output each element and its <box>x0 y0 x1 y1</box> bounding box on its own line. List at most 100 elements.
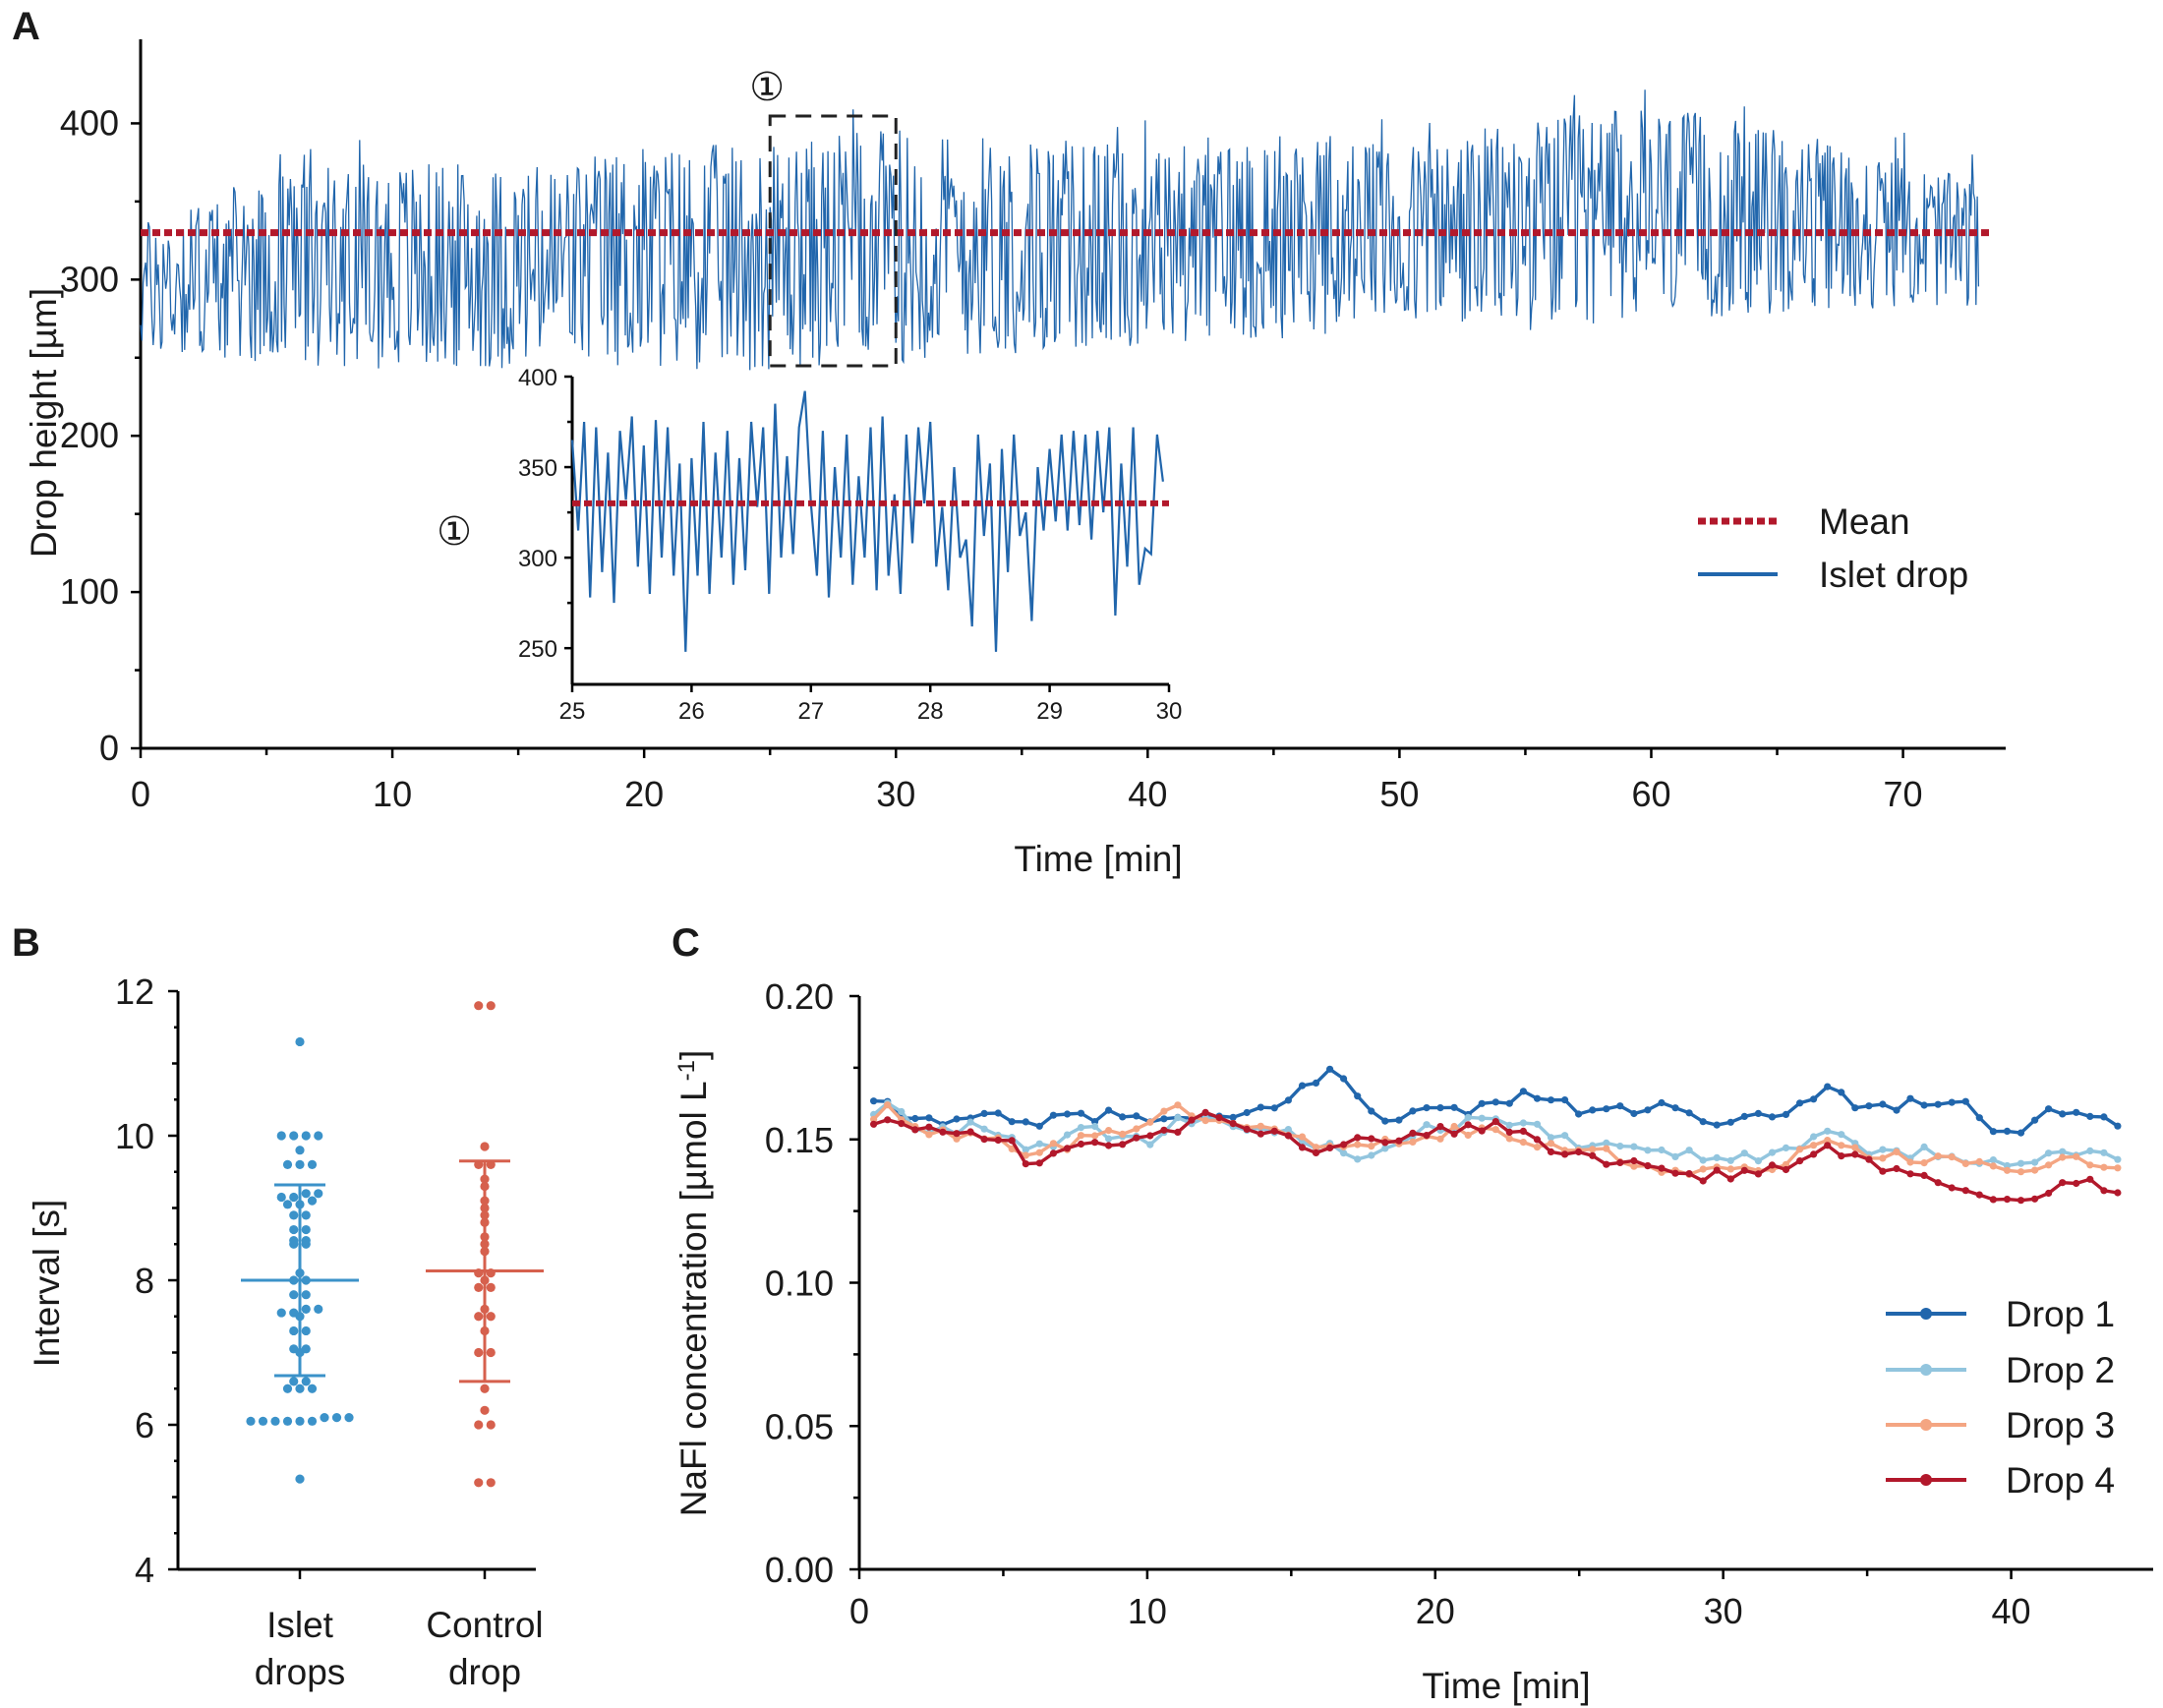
drop-1-point <box>1547 1096 1555 1104</box>
drop-1-point <box>1257 1103 1264 1111</box>
panel-a-legend: Mean Islet drop <box>1698 501 1968 595</box>
drop-2-point <box>1685 1147 1693 1154</box>
legend-drop-4-label: Drop 4 <box>2006 1460 2115 1501</box>
drop-4-point <box>1961 1187 1969 1195</box>
drop-3-point <box>1961 1159 1969 1167</box>
islet-interval-point <box>295 1416 305 1426</box>
panel-label-c: C <box>672 921 700 965</box>
drop-1-point <box>1603 1105 1610 1113</box>
drop-4-point <box>2017 1197 2025 1205</box>
drop-4-point <box>911 1126 919 1134</box>
drop-4-point <box>1340 1141 1348 1148</box>
drop-2-point <box>1035 1140 1043 1148</box>
drop-1-point <box>1035 1122 1043 1130</box>
drop-1-point <box>1906 1094 1914 1102</box>
drop-4-point <box>1035 1159 1043 1167</box>
drop-4-point <box>1450 1130 1458 1138</box>
drop-2-point <box>1022 1146 1029 1153</box>
islet-interval-point <box>246 1416 256 1426</box>
panel-a-x-tick-label: 60 <box>1631 774 1670 814</box>
drop-4-point <box>1312 1148 1320 1156</box>
islet-interval-point <box>307 1159 318 1169</box>
drop-4-point <box>1354 1134 1362 1142</box>
inset-x-tick-label: 25 <box>559 698 586 725</box>
panel-a-x-tick-label: 10 <box>373 774 412 814</box>
drop-3-point <box>1035 1148 1043 1156</box>
inset-y-tick-label: 300 <box>518 546 557 572</box>
drop-1-point <box>2086 1112 2094 1120</box>
panel-a-series <box>140 89 1992 371</box>
zoom-box <box>768 114 898 368</box>
drop-4-point <box>1381 1139 1389 1147</box>
drop-1-point <box>994 1109 1002 1117</box>
drop-3-point <box>1146 1118 1154 1126</box>
drop-4-point <box>2059 1179 2067 1187</box>
drop-2-point <box>2100 1148 2108 1156</box>
drop-4-point <box>1838 1152 1845 1160</box>
islet-interval-point <box>282 1200 293 1209</box>
drop-3-point <box>1879 1154 1887 1162</box>
drop-4-point <box>1920 1171 1928 1179</box>
drop-3-point <box>1105 1127 1113 1135</box>
drop-2-point <box>1519 1119 1527 1127</box>
drop-4-point <box>1851 1150 1859 1158</box>
drop-2-point <box>1754 1157 1762 1165</box>
drop-3-point <box>2073 1152 2080 1160</box>
drop-4-point <box>898 1120 906 1128</box>
drop-3-point <box>1782 1160 1790 1168</box>
drop-4-point <box>1326 1144 1334 1151</box>
drop-1-point <box>1934 1100 1942 1108</box>
drop-3-point <box>1893 1148 1900 1155</box>
drop-4-point <box>1368 1135 1375 1143</box>
drop-2-point <box>1726 1156 1734 1164</box>
drop-1-point <box>1685 1109 1693 1117</box>
drop-3-point <box>884 1101 892 1109</box>
drop-1-point <box>1063 1110 1072 1118</box>
panel-c-axes: 0.00 0.05 0.10 0.15 0.20 0 10 20 30 40 <box>765 976 2153 1631</box>
drop-1-point <box>980 1109 988 1117</box>
inset-x-tick-label: 29 <box>1036 698 1063 725</box>
drop-1-point <box>911 1114 919 1123</box>
drop-4-point <box>1436 1123 1444 1131</box>
drop-4-point <box>1409 1129 1417 1137</box>
drop-4-point <box>870 1120 878 1128</box>
drop-4-point <box>1478 1127 1486 1135</box>
drop-1-point <box>1658 1098 1666 1107</box>
drop-4-point <box>1754 1170 1762 1178</box>
drop-3-point <box>925 1131 933 1139</box>
panel-b-axes: 4 6 8 10 12 <box>115 972 536 1590</box>
drop-1-point <box>1893 1106 1900 1114</box>
drop-1-point <box>1340 1075 1348 1083</box>
drop-4-point <box>1188 1116 1196 1124</box>
legend-islet-drop-label: Islet drop <box>1819 555 1968 595</box>
drop-2-point <box>1920 1143 1928 1150</box>
drop-1-point <box>1409 1107 1417 1115</box>
drop-4-point <box>2003 1196 2012 1204</box>
drop-4-point <box>1824 1142 1832 1149</box>
drop-1-point <box>1395 1116 1403 1124</box>
islet-interval-point <box>276 1192 286 1203</box>
drop-4-point <box>1630 1156 1638 1165</box>
islet-interval-point <box>344 1413 354 1423</box>
drop-1-point <box>2045 1105 2053 1113</box>
drop-2-point <box>1077 1124 1085 1132</box>
drop-1-point <box>2031 1116 2039 1124</box>
drop-3-point <box>1519 1139 1527 1147</box>
inset-y-tick-label: 400 <box>518 365 557 391</box>
drop-3-point <box>1491 1126 1499 1134</box>
drop-4-point <box>1215 1114 1223 1122</box>
control-interval-point <box>480 1384 490 1393</box>
drop-4-point <box>1533 1136 1542 1144</box>
drop-2-point <box>1368 1151 1375 1159</box>
drop-1-point <box>1505 1099 1513 1107</box>
drop-1-point <box>1381 1117 1389 1125</box>
drop-4-point <box>1077 1140 1085 1148</box>
drop-1-point <box>1575 1110 1583 1118</box>
drop-3-point <box>1257 1122 1264 1130</box>
drop-3-point <box>1201 1117 1209 1125</box>
panel-b-y-axis-title: Interval [s] <box>27 1200 67 1368</box>
control-interval-point <box>474 1347 484 1358</box>
drop-4-point <box>966 1128 974 1136</box>
drop-4-point <box>939 1128 947 1136</box>
panel-c-x-tick-label: 10 <box>1128 1591 1167 1631</box>
